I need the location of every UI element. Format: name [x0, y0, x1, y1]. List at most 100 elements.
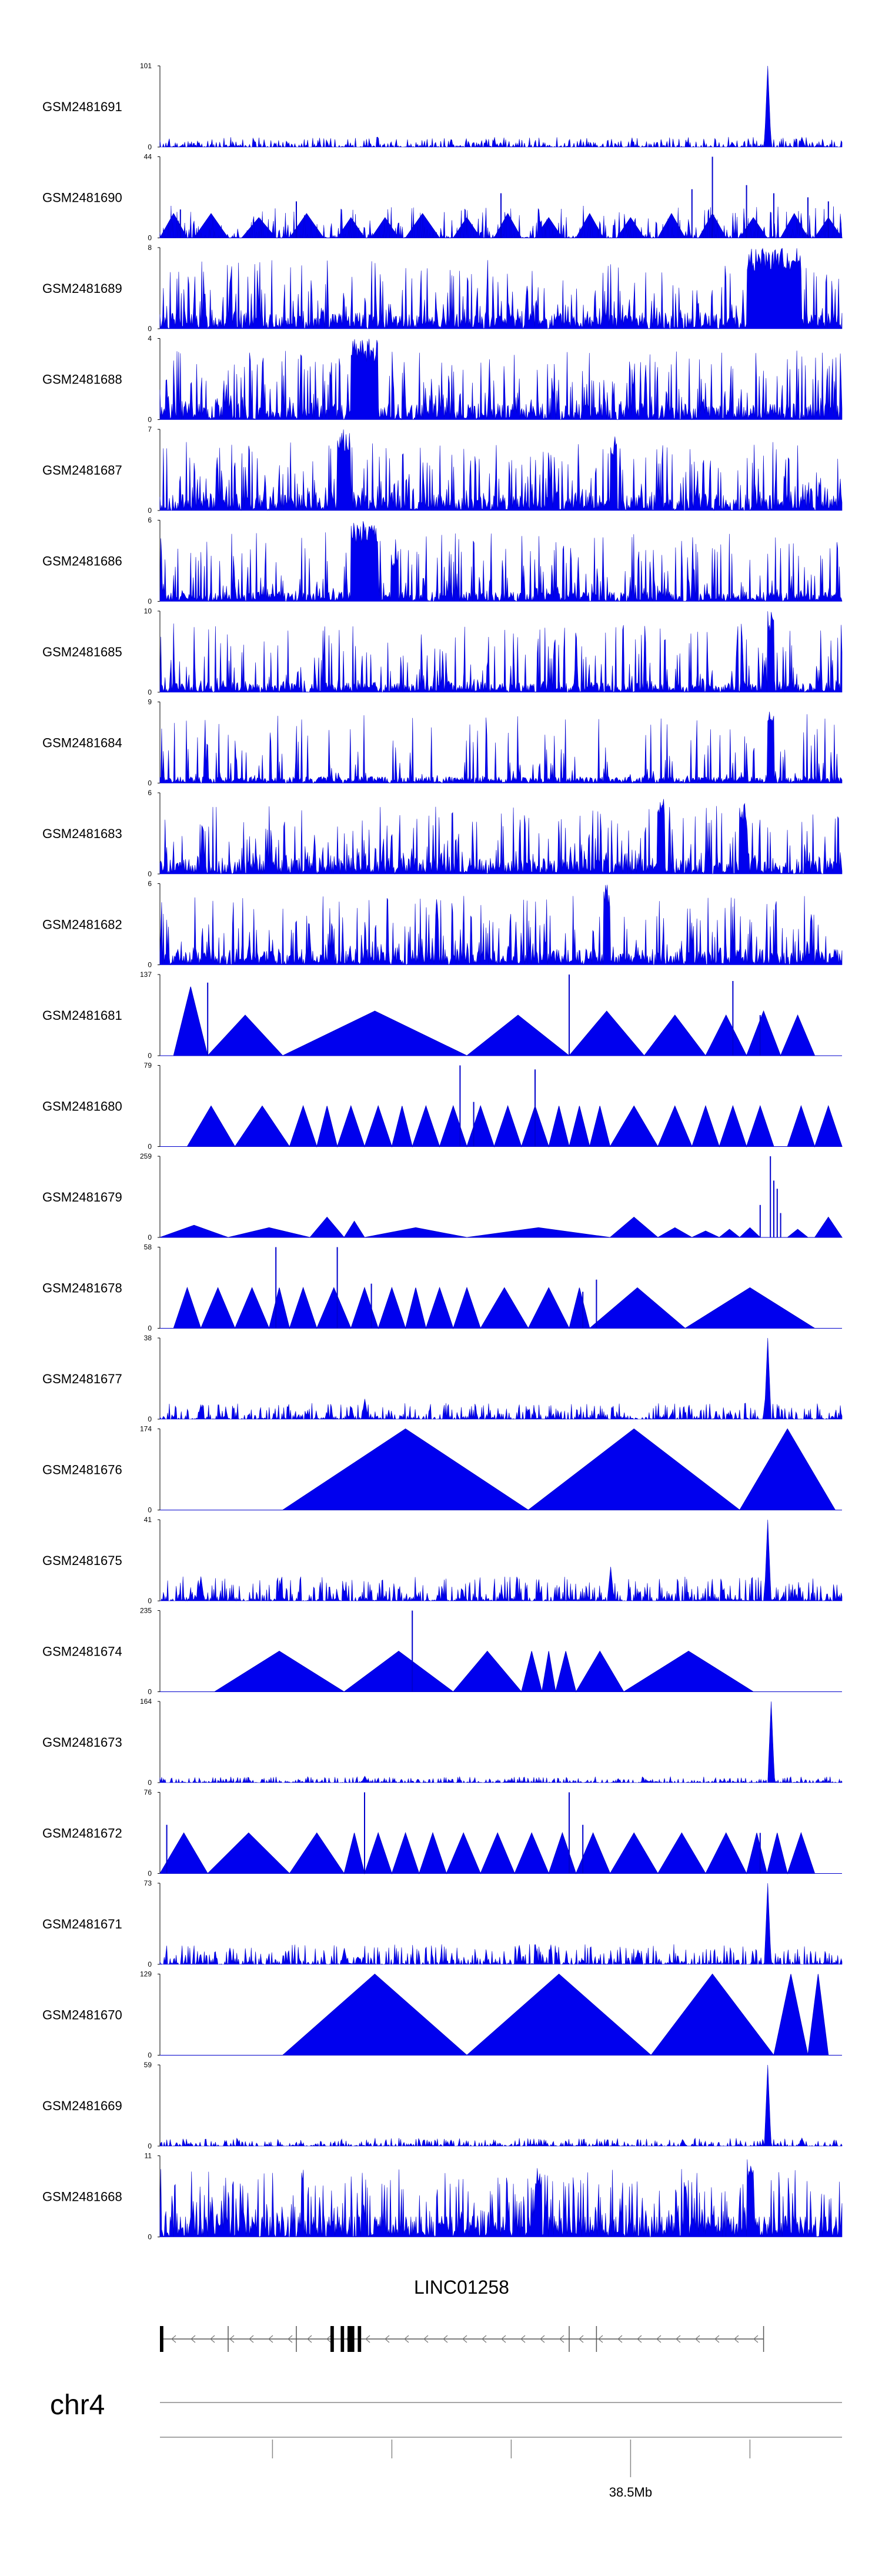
track-label: GSM2481679 [42, 1190, 122, 1204]
strand-arrow [714, 2335, 720, 2343]
gene-exon [358, 2326, 362, 2352]
track-GSM2481682: GSM2481682 6 0 [42, 880, 843, 969]
track-ymin-label: 0 [148, 325, 152, 333]
track-ymin-label: 0 [148, 1870, 152, 1878]
track-ymin-label: 0 [148, 1597, 152, 1605]
track-ymin-label: 0 [148, 688, 152, 696]
track-ymax-label: 164 [140, 1697, 152, 1706]
track-GSM2481685: GSM2481685 10 0 [42, 607, 843, 696]
coverage-area [159, 2159, 843, 2238]
strand-arrow [288, 2335, 293, 2343]
track-GSM2481671: GSM2481671 73 0 [42, 1879, 843, 1968]
track-label: GSM2481674 [42, 1644, 122, 1659]
track-ymin-label: 0 [148, 1052, 152, 1060]
coverage-area [159, 712, 843, 784]
track-ymax-label: 11 [145, 2152, 152, 2160]
track-ymax-label: 9 [148, 698, 152, 706]
track-ymin-label: 0 [148, 143, 152, 151]
track-ymax-label: 73 [144, 1879, 152, 1887]
track-label: GSM2481671 [42, 1917, 122, 1931]
track-ymax-label: 137 [140, 970, 152, 979]
coverage-area [159, 2064, 843, 2147]
track-ymax-label: 6 [148, 880, 152, 888]
track-ymin-label: 0 [148, 779, 152, 788]
strand-arrow [579, 2335, 584, 2343]
track-GSM2481678: GSM2481678 58 0 [42, 1243, 842, 1333]
track-ymin-label: 0 [148, 1960, 152, 1968]
gene-exon [160, 2326, 163, 2352]
strand-arrow [443, 2335, 448, 2343]
track-GSM2481688: GSM2481688 4 0 [42, 335, 843, 424]
coverage-area [160, 1650, 842, 1693]
scale-tick-label: 38.5Mb [609, 2485, 652, 2500]
track-ymax-label: 174 [140, 1425, 152, 1433]
strand-arrow [676, 2335, 681, 2343]
track-ymax-label: 6 [148, 789, 152, 797]
coverage-area [160, 986, 842, 1057]
track-label: GSM2481688 [42, 372, 122, 387]
track-GSM2481676: GSM2481676 174 0 [42, 1425, 842, 1514]
track-ymin-label: 0 [148, 1233, 152, 1242]
track-ymin-label: 0 [148, 234, 152, 242]
strand-arrow [637, 2335, 642, 2343]
gene-exon [348, 2326, 355, 2352]
coverage-area [160, 1105, 843, 1148]
track-label: GSM2481684 [42, 736, 122, 750]
track-ymax-label: 10 [144, 607, 152, 615]
strand-arrow [171, 2335, 176, 2343]
track-GSM2481670: GSM2481670 129 0 [42, 1970, 842, 2060]
track-GSM2481687: GSM2481687 7 0 [42, 425, 843, 515]
strand-arrow [559, 2335, 564, 2343]
coverage-area [159, 1831, 842, 1875]
track-ymax-label: 6 [148, 516, 152, 525]
coverage-area [159, 65, 843, 148]
strand-arrow [734, 2335, 739, 2343]
track-label: GSM2481673 [42, 1735, 122, 1750]
track-ymax-label: 41 [144, 1516, 152, 1524]
track-label: GSM2481680 [42, 1099, 122, 1114]
track-ymax-label: 59 [144, 2061, 152, 2069]
track-ymax-label: 7 [148, 425, 152, 433]
coverage-area [159, 611, 843, 693]
coverage-area [160, 1286, 842, 1330]
track-label: GSM2481685 [42, 645, 122, 659]
coverage-area [160, 1973, 842, 2056]
track-GSM2481686: GSM2481686 6 0 [42, 516, 843, 606]
track-label: GSM2481669 [42, 2098, 122, 2113]
track-ymax-label: 76 [144, 1788, 152, 1797]
track-ymax-label: 79 [144, 1062, 152, 1070]
strand-arrow [423, 2335, 429, 2343]
strand-arrow [268, 2335, 273, 2343]
track-ymin-label: 0 [148, 1688, 152, 1696]
track-ymin-label: 0 [148, 506, 152, 515]
coverage-area [159, 1701, 843, 1784]
track-label: GSM2481689 [42, 281, 122, 296]
coverage-area [159, 339, 843, 421]
coverage-area [159, 429, 843, 512]
coverage-area [159, 1216, 843, 1238]
track-ymin-label: 0 [148, 961, 152, 969]
track-ymax-label: 58 [144, 1243, 152, 1252]
strand-arrow [501, 2335, 506, 2343]
track-ymin-label: 0 [148, 2233, 152, 2241]
track-label: GSM2481678 [42, 1281, 122, 1296]
strand-arrow [753, 2335, 759, 2343]
track-GSM2481680: GSM2481680 79 0 [42, 1062, 843, 1151]
track-label: GSM2481675 [42, 1553, 122, 1568]
strand-arrow [404, 2335, 409, 2343]
strand-arrow [229, 2335, 235, 2343]
track-label: GSM2481681 [42, 1008, 122, 1023]
strand-arrow [385, 2335, 390, 2343]
strand-arrow [210, 2335, 215, 2343]
track-label: GSM2481668 [42, 2190, 122, 2204]
track-GSM2481683: GSM2481683 6 0 [42, 789, 843, 878]
track-label: GSM2481687 [42, 463, 122, 478]
coverage-area [160, 1428, 842, 1511]
strand-arrow [695, 2335, 700, 2343]
track-label: GSM2481672 [42, 1826, 122, 1841]
track-label: GSM2481690 [42, 191, 122, 205]
strand-arrow [462, 2335, 467, 2343]
track-label: GSM2481691 [42, 99, 122, 114]
track-GSM2481675: GSM2481675 41 0 [42, 1516, 843, 1605]
gene-exon [340, 2326, 345, 2352]
